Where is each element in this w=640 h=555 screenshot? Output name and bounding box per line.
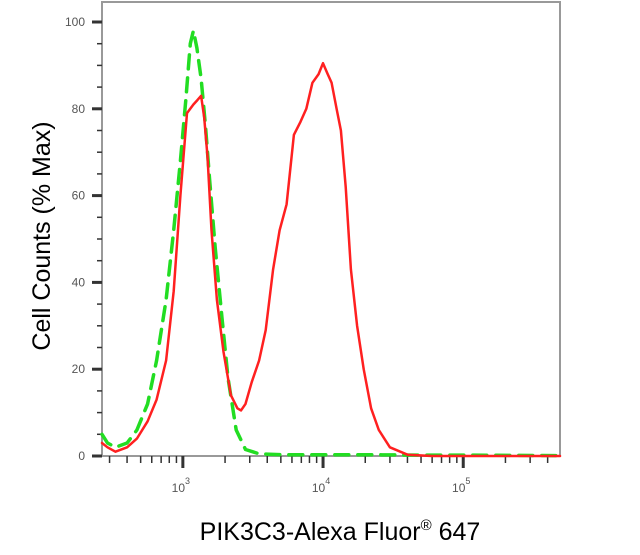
x-tick-label: 103 (172, 476, 190, 495)
y-tick-label: 80 (72, 102, 86, 116)
y-tick-label: 100 (65, 15, 85, 29)
y-tick-label: 40 (72, 275, 86, 289)
y-tick-label: 60 (72, 189, 86, 203)
y-axis-ticks: 0 20 40 60 80 100 (65, 15, 102, 463)
x-axis-title: PIK3C3-Alexa Fluor® 647 (200, 517, 481, 546)
x-axis-title-tail: 647 (432, 518, 481, 546)
y-tick-label: 20 (72, 362, 86, 376)
x-axis-ticks: 103 104 105 (108, 456, 549, 495)
y-axis-title: Cell Counts (% Max) (28, 121, 56, 350)
x-axis-title-main: PIK3C3-Alexa Fluor (200, 518, 421, 546)
sample-histogram-line (100, 61, 562, 458)
x-tick-label: 104 (312, 476, 330, 495)
x-tick-label: 105 (452, 476, 470, 495)
series-layer (100, 28, 562, 458)
y-tick-label: 0 (78, 449, 85, 463)
registered-mark: ® (421, 517, 432, 534)
control-histogram-line (100, 28, 562, 458)
plot-frame (101, 1, 561, 457)
